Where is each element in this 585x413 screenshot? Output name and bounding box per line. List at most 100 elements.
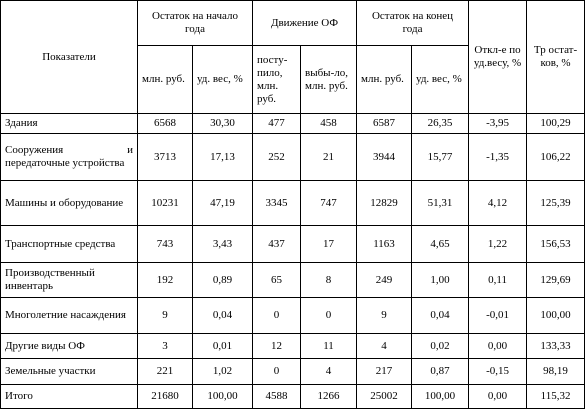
cell: 8	[299, 262, 358, 298]
group-header: Откл-е по уд.весу, %	[468, 0, 528, 114]
cell: 17	[299, 225, 358, 263]
cell: 437	[252, 225, 301, 263]
table-row: Земельные участки 221 1,02 0 4 217 0,87 -0,15 98…	[0, 358, 585, 385]
cell: 217	[356, 358, 413, 385]
row-label: Транспортные средства	[0, 225, 138, 263]
cell: 98,19	[526, 358, 585, 385]
cell: 747	[299, 180, 358, 226]
row-label: Производственный инвентарь	[0, 262, 138, 298]
cell: -1,35	[468, 133, 528, 181]
cell: 21	[299, 133, 358, 181]
group-header: Остаток на конец года	[356, 0, 470, 46]
cell: 10231	[137, 180, 193, 226]
cell: 0,87	[411, 358, 470, 385]
cell: 0,11	[468, 262, 528, 298]
cell: 0,02	[411, 333, 470, 359]
row-label: Сооружения и передаточные устройства	[0, 133, 138, 181]
cell: 0,89	[192, 262, 253, 298]
sub-header: млн. руб.	[137, 45, 193, 114]
table-row: Транспортные средства 743 3,43 437 17 1163 4,6…	[0, 225, 585, 263]
cell: 0,00	[468, 333, 528, 359]
cell: 3713	[137, 133, 193, 181]
cell: 0	[252, 297, 301, 334]
sub-header: млн. руб.	[356, 45, 413, 114]
cell: 1163	[356, 225, 413, 263]
cell: 4	[299, 358, 358, 385]
cell: 743	[137, 225, 193, 263]
cell: 12	[252, 333, 301, 359]
cell: 65	[252, 262, 301, 298]
cell: 0,00	[468, 384, 528, 409]
cell: 17,13	[192, 133, 253, 181]
cell: 6587	[356, 113, 413, 134]
table-row: Многолетние насаждения 9 0,04 0 0 9 0,04 -0,01 1…	[0, 297, 585, 334]
cell: -0,01	[468, 297, 528, 334]
group-header: Остаток на начало года	[137, 0, 253, 46]
cell: 26,35	[411, 113, 470, 134]
cell: 4,12	[468, 180, 528, 226]
row-label: Другие виды ОФ	[0, 333, 138, 359]
cell: 125,39	[526, 180, 585, 226]
cell: 115,32	[526, 384, 585, 409]
cell: 3345	[252, 180, 301, 226]
cell: 0	[299, 297, 358, 334]
sub-header: выбы-ло, млн. руб.	[299, 45, 358, 114]
table-row: Сооружения и передаточные устройства 3713…	[0, 133, 585, 181]
row-label: Здания	[0, 113, 138, 134]
cell: 133,33	[526, 333, 585, 359]
cell: 100,00	[411, 384, 470, 409]
cell: 249	[356, 262, 413, 298]
cell: 0,04	[192, 297, 253, 334]
cell: 1266	[299, 384, 358, 409]
cell: 11	[299, 333, 358, 359]
sub-header: уд. вес, %	[192, 45, 253, 114]
cell: 0,01	[192, 333, 253, 359]
cell: 0,04	[411, 297, 470, 334]
cell: 0	[252, 358, 301, 385]
cell: 100,00	[192, 384, 253, 409]
cell: 4	[356, 333, 413, 359]
cell: 1,22	[468, 225, 528, 263]
cell: 1,02	[192, 358, 253, 385]
cell: 15,77	[411, 133, 470, 181]
table-row: Производственный инвентарь 192 0,89 65 8 249 1…	[0, 262, 585, 298]
cell: 25002	[356, 384, 413, 409]
cell: 156,53	[526, 225, 585, 263]
table-row: Машины и оборудование 10231 47,19 3345 747 12…	[0, 180, 585, 226]
cell: 12829	[356, 180, 413, 226]
cell: 129,69	[526, 262, 585, 298]
cell: 30,30	[192, 113, 253, 134]
cell: -3,95	[468, 113, 528, 134]
cell: 192	[137, 262, 193, 298]
cell: 21680	[137, 384, 193, 409]
indicator-header: Показатели	[0, 0, 138, 114]
row-label: Машины и оборудование	[0, 180, 138, 226]
cell: 100,29	[526, 113, 585, 134]
row-label: Итого	[0, 384, 138, 409]
cell: 6568	[137, 113, 193, 134]
cell: 1,00	[411, 262, 470, 298]
group-header: Движение ОФ	[251, 0, 358, 46]
cell: 3	[137, 333, 193, 359]
cell: 221	[137, 358, 193, 385]
table-row: Здания 6568 30,30 477 458 6587 26,35 -3,95 100,2…	[0, 113, 585, 134]
sub-header: посту-пило, млн. руб.	[252, 45, 301, 114]
row-label: Земельные участки	[0, 358, 138, 385]
cell: 4,65	[411, 225, 470, 263]
cell: 51,31	[411, 180, 470, 226]
cell: 252	[252, 133, 301, 181]
cell: 3944	[356, 133, 413, 181]
cell: 3,43	[192, 225, 253, 263]
cell: 458	[299, 113, 358, 134]
table-row: Итого 21680 100,00 4588 1266 25002 100,00 0,00 1…	[0, 384, 585, 409]
sub-header: уд. вес, %	[411, 45, 470, 114]
cell: 47,19	[192, 180, 253, 226]
cell: 477	[252, 113, 301, 134]
table-row: Другие виды ОФ 3 0,01 12 11 4 0,02 0,00 133,33	[0, 333, 585, 359]
cell: -0,15	[468, 358, 528, 385]
cell: 9	[356, 297, 413, 334]
row-label: Многолетние насаждения	[0, 297, 138, 334]
cell: 106,22	[526, 133, 585, 181]
